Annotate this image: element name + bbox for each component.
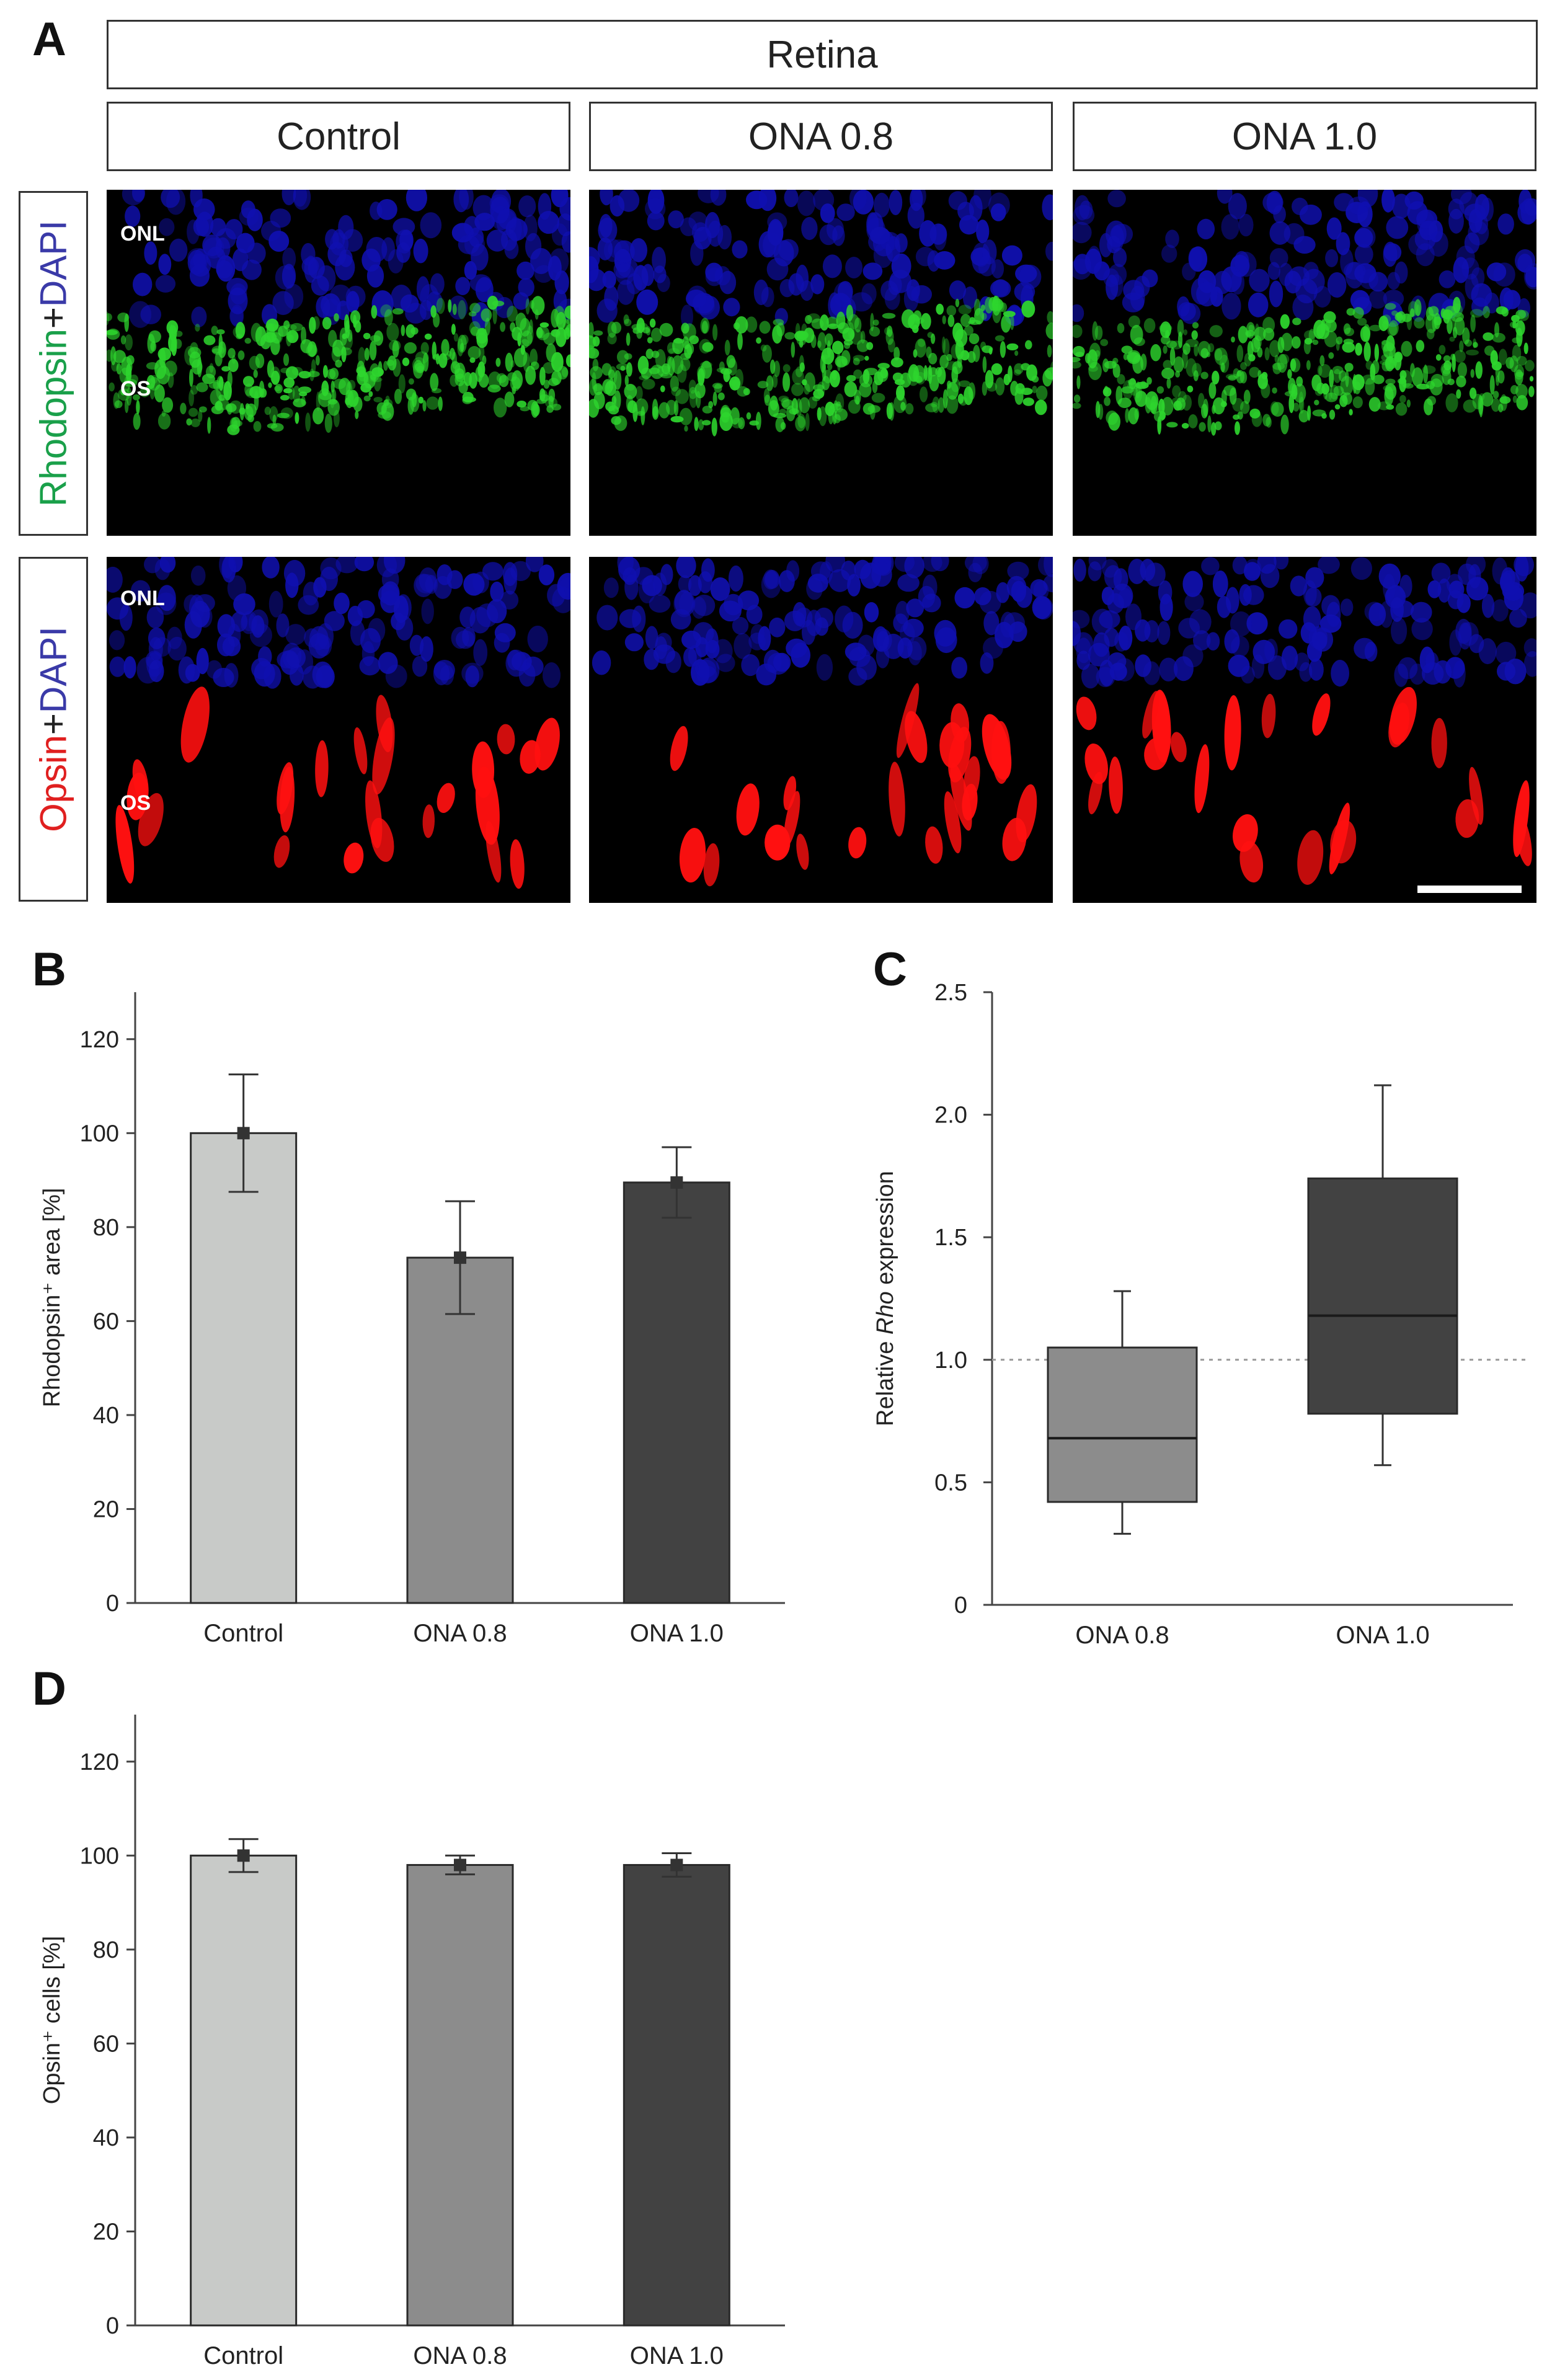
y-tick-label: 80 (93, 1937, 119, 1963)
x-tick-label: Control (203, 1620, 283, 1647)
mean-marker (237, 1127, 250, 1140)
chart-d: 0 20 40 60 80 100 120 Control ONA 0.8 ONA 1.0 Opsi… (39, 1715, 785, 2369)
row-label-rhodopsin: Rhodopsin+DAPI (19, 191, 88, 536)
bar (623, 1181, 730, 1604)
mean-marker (454, 1251, 466, 1264)
row-label-rhodopsin-text: Rhodopsin+DAPI (32, 220, 75, 507)
x-tick-label: Control (203, 2342, 283, 2369)
chart-b: 0 20 40 60 80 100 120 Control ONA 0.8 ONA 1.0 Rhod… (39, 992, 785, 1647)
y-tick-label: 120 (80, 1027, 119, 1053)
panel-a-letter: A (32, 13, 66, 66)
micrograph-opsin-control: ONL OS (107, 557, 570, 903)
label-part-opsin: Opsin (32, 735, 74, 832)
group-header-ona10: ONA 1.0 (1073, 102, 1536, 171)
label-part-dapi: DAPI (32, 626, 74, 714)
bar (190, 1132, 298, 1604)
layer-label-onl: ONL (120, 587, 165, 610)
x-tick-label: ONA 1.0 (630, 1620, 724, 1647)
x-tick-label: ONA 0.8 (413, 1620, 507, 1647)
dapi-nuclei-layer (1073, 190, 1536, 327)
group-header-control: Control (107, 102, 570, 171)
layer-label-onl: ONL (120, 222, 165, 246)
y-tick-label: 0 (954, 1592, 967, 1618)
micrograph-opsin-ona10 (1073, 557, 1536, 903)
group-header-ona08: ONA 0.8 (589, 102, 1053, 171)
label-part-plus: + (32, 307, 74, 329)
dapi-nuclei-layer (107, 557, 570, 689)
chart-c: 0 0.5 1.0 1.5 2.0 2.5 ONA 0.8 ONA 1.0 Relative R… (872, 980, 1525, 1649)
opsin-stain-layer (1076, 686, 1532, 885)
y-tick-label: 20 (93, 1496, 119, 1522)
y-tick-label: 100 (80, 1843, 119, 1869)
y-tick-label: 1.5 (934, 1225, 967, 1251)
opsin-stain-layer (670, 683, 1037, 887)
rhodopsin-stain-layer (589, 295, 1053, 437)
y-tick-label: 120 (80, 1749, 119, 1775)
mean-marker (454, 1858, 466, 1872)
x-tick-label: ONA 1.0 (1336, 1622, 1429, 1649)
y-tick-label: 2.0 (934, 1103, 967, 1129)
micrograph-rhodopsin-ona10 (1073, 190, 1536, 536)
y-axis-label: Rhodopsin⁺ area [%] (39, 1188, 65, 1408)
y-tick-label: 2.5 (934, 980, 967, 1006)
y-tick-label: 0.5 (934, 1470, 967, 1496)
mean-marker (237, 1849, 250, 1862)
scale-bar (1417, 886, 1522, 893)
box (1307, 1177, 1458, 1415)
y-tick-label: 0 (106, 1591, 119, 1617)
layer-label-os: OS (120, 377, 151, 401)
bar (623, 1863, 730, 2327)
label-part-plus: + (32, 713, 74, 735)
y-axis-label-part: expression (872, 1171, 898, 1291)
y-tick-label: 20 (93, 2219, 119, 2245)
x-tick-label: ONA 0.8 (413, 2342, 507, 2369)
y-tick-label: 60 (93, 1308, 119, 1334)
dapi-nuclei-layer (1073, 557, 1536, 689)
y-tick-label: 40 (93, 1403, 119, 1429)
rhodopsin-stain-layer (107, 295, 570, 435)
row-label-opsin: Opsin+DAPI (19, 557, 88, 902)
panel-b-letter: B (32, 943, 66, 996)
mean-marker (670, 1176, 683, 1189)
y-axis-label: Opsin⁺ cells [%] (39, 1936, 65, 2104)
bar (406, 1863, 514, 2327)
rhodopsin-stain-layer (1073, 296, 1535, 436)
y-tick-label: 80 (93, 1215, 119, 1241)
label-part-dapi: DAPI (32, 220, 74, 308)
dapi-nuclei-layer (122, 190, 570, 329)
bar (190, 1854, 298, 2327)
y-tick-label: 1.0 (934, 1348, 967, 1374)
mean-marker (670, 1858, 683, 1872)
label-part-rhodopsin: Rhodopsin (32, 329, 74, 507)
panel-c-letter: C (873, 943, 907, 996)
dapi-nuclei-layer (589, 190, 1053, 329)
x-tick-label: ONA 1.0 (630, 2342, 724, 2369)
panel-d-letter: D (32, 1663, 66, 1715)
micrograph-rhodopsin-control: ONL OS (107, 190, 570, 536)
y-axis-label-part: Relative (872, 1334, 898, 1426)
micrograph-rhodopsin-ona08 (589, 190, 1053, 536)
y-tick-label: 60 (93, 2031, 119, 2057)
y-axis-label: Relative Rho expression (872, 1171, 898, 1426)
micrograph-opsin-ona08 (589, 557, 1053, 903)
y-tick-label: 40 (93, 2125, 119, 2151)
y-axis-label-part: Rho (872, 1291, 898, 1334)
layer-label-os: OS (120, 791, 151, 815)
tissue-header: Retina (107, 20, 1538, 89)
bar (406, 1256, 514, 1604)
box (1047, 1346, 1198, 1503)
row-label-opsin-text: Opsin+DAPI (32, 626, 75, 832)
opsin-stain-layer (115, 686, 560, 889)
y-tick-label: 100 (80, 1121, 119, 1147)
x-tick-label: ONA 0.8 (1075, 1622, 1169, 1649)
dapi-nuclei-layer (592, 557, 1053, 686)
y-tick-label: 0 (106, 2313, 119, 2339)
